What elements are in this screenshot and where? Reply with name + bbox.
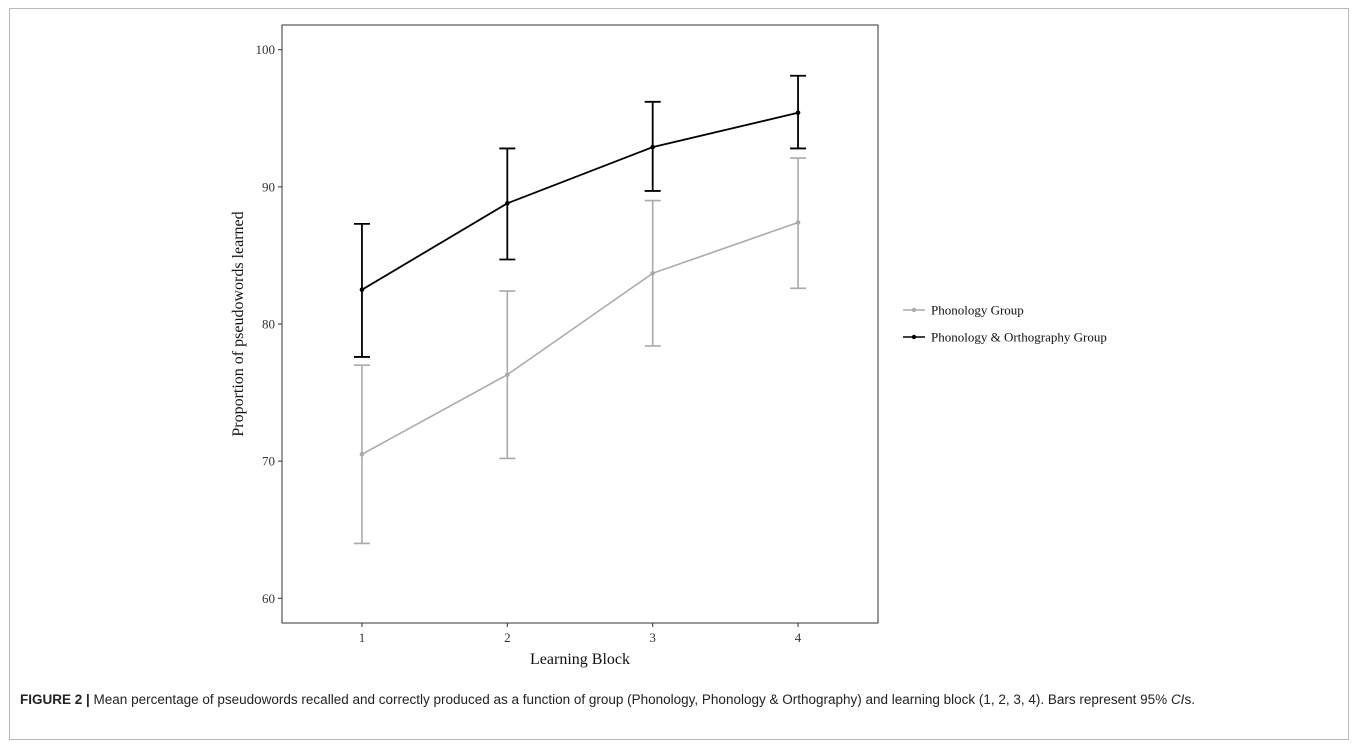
y-tick-label: 100 xyxy=(256,42,276,57)
caption-text-end: s. xyxy=(1184,692,1195,707)
data-point-phonology-orthography xyxy=(650,144,655,150)
series-phonology-orthography xyxy=(353,74,807,358)
caption-lead: FIGURE 2 | xyxy=(20,692,90,707)
series-phonology xyxy=(353,157,807,545)
y-tick-label: 70 xyxy=(262,454,275,469)
y-tick-label: 60 xyxy=(262,591,275,606)
x-tick-label: 2 xyxy=(504,630,511,645)
series-layer xyxy=(353,74,807,545)
x-axis: 1 2 3 4 xyxy=(359,623,802,645)
line-chart: 60 70 80 90 100 1 2 3 4 Learning Block Proporti… xyxy=(230,24,1107,668)
x-tick-label: 4 xyxy=(795,630,802,645)
legend: Phonology Group Phonology & Orthography G… xyxy=(903,303,1107,345)
data-point-phonology-orthography xyxy=(505,201,510,206)
legend-point-phonology-orthography xyxy=(911,334,917,340)
caption-text: Mean percentage of pseudowords recalled … xyxy=(89,692,1171,707)
caption-ci-italic: CI xyxy=(1170,692,1185,707)
series-line-phonology-orthography xyxy=(361,111,799,291)
legend-label-phonology: Phonology Group xyxy=(931,303,1024,318)
data-point-phonology-orthography xyxy=(359,287,365,293)
y-axis-title: Proportion of pseudowords learned xyxy=(230,211,247,436)
legend-label-phonology-orthography: Phonology & Orthography Group xyxy=(931,330,1107,345)
data-point-phonology xyxy=(650,270,655,276)
y-tick-label: 90 xyxy=(262,179,275,194)
data-point-phonology xyxy=(795,220,801,225)
data-point-phonology xyxy=(505,372,510,378)
legend-point-phonology xyxy=(911,307,917,313)
y-tick-label: 80 xyxy=(262,317,275,332)
figure-caption: FIGURE 2 | Mean percentage of pseudoword… xyxy=(20,690,1340,710)
series-line-phonology xyxy=(361,221,799,456)
data-point-phonology-orthography xyxy=(795,110,801,116)
x-tick-label: 3 xyxy=(649,630,656,645)
x-axis-title: Learning Block xyxy=(530,651,630,668)
data-point-phonology xyxy=(359,451,365,457)
y-axis: 60 70 80 90 100 xyxy=(256,42,282,606)
x-tick-label: 1 xyxy=(359,630,366,645)
